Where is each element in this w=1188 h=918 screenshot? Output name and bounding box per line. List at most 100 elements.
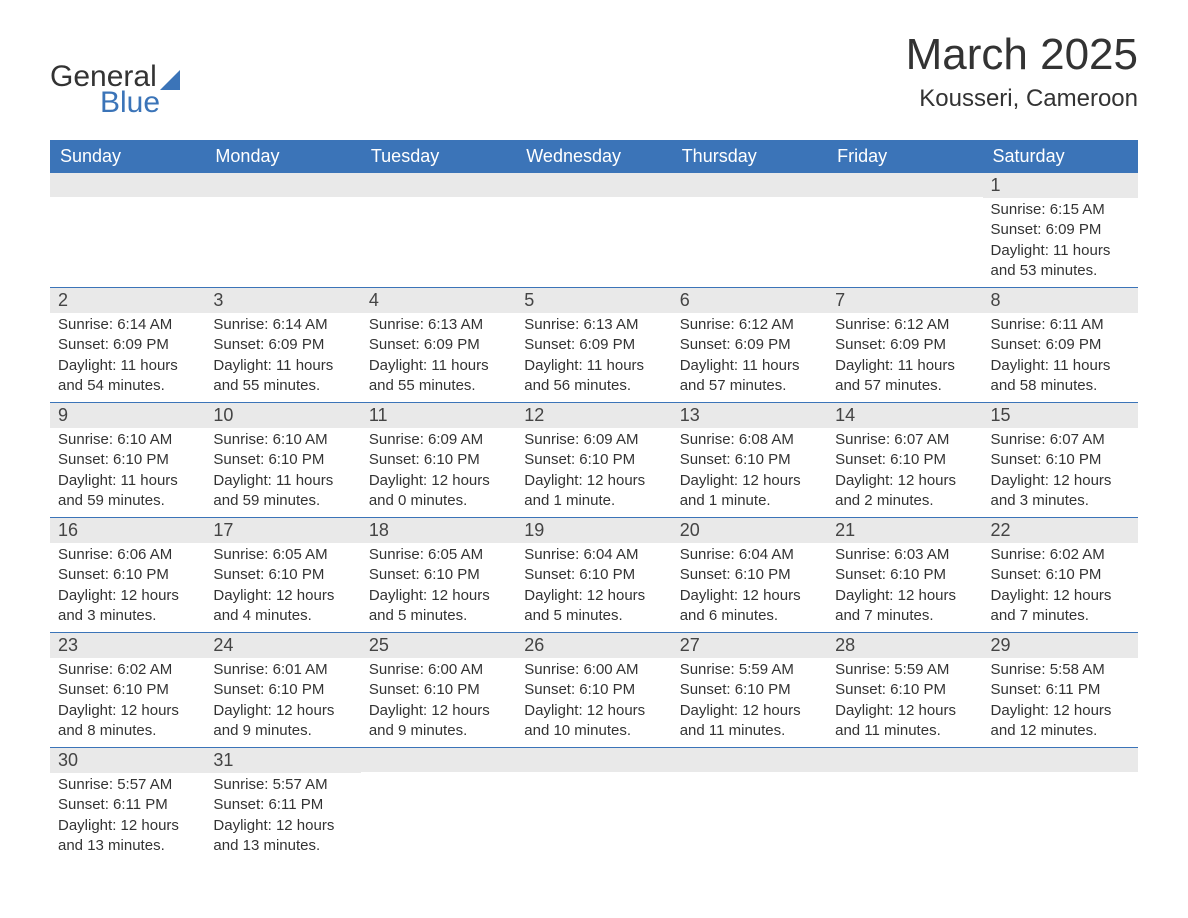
sunset-text: Sunset: 6:10 PM — [680, 450, 819, 470]
day-content: Sunrise: 6:03 AMSunset: 6:10 PMDaylight:… — [827, 543, 982, 632]
weekday-header: Sunday — [50, 140, 205, 173]
sunrise-text: Sunrise: 6:00 AM — [524, 660, 663, 680]
day-number — [672, 748, 827, 772]
day-number: 27 — [672, 633, 827, 658]
calendar-day-cell — [672, 173, 827, 288]
sunrise-text: Sunrise: 6:02 AM — [58, 660, 197, 680]
day-number: 20 — [672, 518, 827, 543]
calendar-day-cell: 9Sunrise: 6:10 AMSunset: 6:10 PMDaylight… — [50, 403, 205, 518]
header: General Blue March 2025 Kousseri, Camero… — [50, 30, 1138, 120]
day-content: Sunrise: 6:05 AMSunset: 6:10 PMDaylight:… — [205, 543, 360, 632]
day-number — [50, 173, 205, 197]
sunrise-text: Sunrise: 6:12 AM — [835, 315, 974, 335]
day-content: Sunrise: 6:02 AMSunset: 6:10 PMDaylight:… — [50, 658, 205, 747]
day-number: 29 — [983, 633, 1138, 658]
calendar-day-cell: 1Sunrise: 6:15 AMSunset: 6:09 PMDaylight… — [983, 173, 1138, 288]
calendar-week-row: 23Sunrise: 6:02 AMSunset: 6:10 PMDayligh… — [50, 633, 1138, 748]
daylight-text: Daylight: 12 hours and 3 minutes. — [58, 586, 197, 627]
daylight-text: Daylight: 12 hours and 10 minutes. — [524, 701, 663, 742]
sunrise-text: Sunrise: 6:15 AM — [991, 200, 1130, 220]
calendar-day-cell: 24Sunrise: 6:01 AMSunset: 6:10 PMDayligh… — [205, 633, 360, 748]
sunrise-text: Sunrise: 6:11 AM — [991, 315, 1130, 335]
day-content: Sunrise: 6:00 AMSunset: 6:10 PMDaylight:… — [516, 658, 671, 747]
sunset-text: Sunset: 6:11 PM — [213, 795, 352, 815]
calendar-day-cell: 13Sunrise: 6:08 AMSunset: 6:10 PMDayligh… — [672, 403, 827, 518]
sunset-text: Sunset: 6:10 PM — [58, 450, 197, 470]
calendar-day-cell — [516, 748, 671, 863]
day-number — [205, 173, 360, 197]
daylight-text: Daylight: 12 hours and 7 minutes. — [835, 586, 974, 627]
day-content: Sunrise: 6:12 AMSunset: 6:09 PMDaylight:… — [827, 313, 982, 402]
calendar-day-cell: 6Sunrise: 6:12 AMSunset: 6:09 PMDaylight… — [672, 288, 827, 403]
logo-blue-text: Blue — [100, 86, 180, 120]
day-number: 5 — [516, 288, 671, 313]
day-number — [516, 173, 671, 197]
weekday-header: Friday — [827, 140, 982, 173]
daylight-text: Daylight: 12 hours and 1 minute. — [680, 471, 819, 512]
calendar-day-cell: 7Sunrise: 6:12 AMSunset: 6:09 PMDaylight… — [827, 288, 982, 403]
calendar-day-cell — [50, 173, 205, 288]
sunset-text: Sunset: 6:10 PM — [213, 450, 352, 470]
daylight-text: Daylight: 12 hours and 3 minutes. — [991, 471, 1130, 512]
sunset-text: Sunset: 6:10 PM — [524, 680, 663, 700]
sunrise-text: Sunrise: 5:59 AM — [680, 660, 819, 680]
daylight-text: Daylight: 12 hours and 11 minutes. — [835, 701, 974, 742]
day-number: 18 — [361, 518, 516, 543]
sunrise-text: Sunrise: 6:10 AM — [58, 430, 197, 450]
day-content: Sunrise: 6:14 AMSunset: 6:09 PMDaylight:… — [205, 313, 360, 402]
calendar-body: 1Sunrise: 6:15 AMSunset: 6:09 PMDaylight… — [50, 173, 1138, 862]
calendar-day-cell: 31Sunrise: 5:57 AMSunset: 6:11 PMDayligh… — [205, 748, 360, 863]
weekday-header: Saturday — [983, 140, 1138, 173]
day-number: 15 — [983, 403, 1138, 428]
sunrise-text: Sunrise: 6:08 AM — [680, 430, 819, 450]
calendar-day-cell: 10Sunrise: 6:10 AMSunset: 6:10 PMDayligh… — [205, 403, 360, 518]
calendar-week-row: 1Sunrise: 6:15 AMSunset: 6:09 PMDaylight… — [50, 173, 1138, 288]
calendar-day-cell: 18Sunrise: 6:05 AMSunset: 6:10 PMDayligh… — [361, 518, 516, 633]
day-content: Sunrise: 6:01 AMSunset: 6:10 PMDaylight:… — [205, 658, 360, 747]
daylight-text: Daylight: 11 hours and 56 minutes. — [524, 356, 663, 397]
sunset-text: Sunset: 6:09 PM — [680, 335, 819, 355]
calendar-day-cell — [827, 173, 982, 288]
sunset-text: Sunset: 6:10 PM — [213, 680, 352, 700]
location-subtitle: Kousseri, Cameroon — [906, 85, 1138, 113]
day-content: Sunrise: 6:09 AMSunset: 6:10 PMDaylight:… — [361, 428, 516, 517]
sunrise-text: Sunrise: 6:05 AM — [213, 545, 352, 565]
daylight-text: Daylight: 12 hours and 5 minutes. — [524, 586, 663, 627]
sunrise-text: Sunrise: 6:04 AM — [680, 545, 819, 565]
day-number — [516, 748, 671, 772]
title-section: March 2025 Kousseri, Cameroon — [906, 30, 1138, 113]
calendar-day-cell: 21Sunrise: 6:03 AMSunset: 6:10 PMDayligh… — [827, 518, 982, 633]
calendar-day-cell: 2Sunrise: 6:14 AMSunset: 6:09 PMDaylight… — [50, 288, 205, 403]
daylight-text: Daylight: 11 hours and 57 minutes. — [680, 356, 819, 397]
sunset-text: Sunset: 6:10 PM — [835, 565, 974, 585]
weekday-header: Monday — [205, 140, 360, 173]
sunrise-text: Sunrise: 5:58 AM — [991, 660, 1130, 680]
calendar-day-cell — [672, 748, 827, 863]
sunrise-text: Sunrise: 6:01 AM — [213, 660, 352, 680]
calendar-day-cell: 26Sunrise: 6:00 AMSunset: 6:10 PMDayligh… — [516, 633, 671, 748]
sunset-text: Sunset: 6:09 PM — [991, 220, 1130, 240]
sunset-text: Sunset: 6:10 PM — [369, 680, 508, 700]
calendar-day-cell — [205, 173, 360, 288]
day-content: Sunrise: 5:58 AMSunset: 6:11 PMDaylight:… — [983, 658, 1138, 747]
day-number: 17 — [205, 518, 360, 543]
calendar-day-cell: 12Sunrise: 6:09 AMSunset: 6:10 PMDayligh… — [516, 403, 671, 518]
day-number: 26 — [516, 633, 671, 658]
sunrise-text: Sunrise: 6:05 AM — [369, 545, 508, 565]
calendar-day-cell — [361, 748, 516, 863]
day-number — [672, 173, 827, 197]
sunset-text: Sunset: 6:10 PM — [213, 565, 352, 585]
sunset-text: Sunset: 6:09 PM — [213, 335, 352, 355]
daylight-text: Daylight: 12 hours and 7 minutes. — [991, 586, 1130, 627]
sunset-text: Sunset: 6:10 PM — [58, 565, 197, 585]
sunrise-text: Sunrise: 6:00 AM — [369, 660, 508, 680]
day-content: Sunrise: 6:04 AMSunset: 6:10 PMDaylight:… — [672, 543, 827, 632]
daylight-text: Daylight: 12 hours and 9 minutes. — [369, 701, 508, 742]
day-number — [827, 173, 982, 197]
daylight-text: Daylight: 11 hours and 54 minutes. — [58, 356, 197, 397]
calendar-day-cell: 27Sunrise: 5:59 AMSunset: 6:10 PMDayligh… — [672, 633, 827, 748]
day-number: 8 — [983, 288, 1138, 313]
calendar-day-cell: 30Sunrise: 5:57 AMSunset: 6:11 PMDayligh… — [50, 748, 205, 863]
sunrise-text: Sunrise: 6:13 AM — [524, 315, 663, 335]
daylight-text: Daylight: 12 hours and 12 minutes. — [991, 701, 1130, 742]
